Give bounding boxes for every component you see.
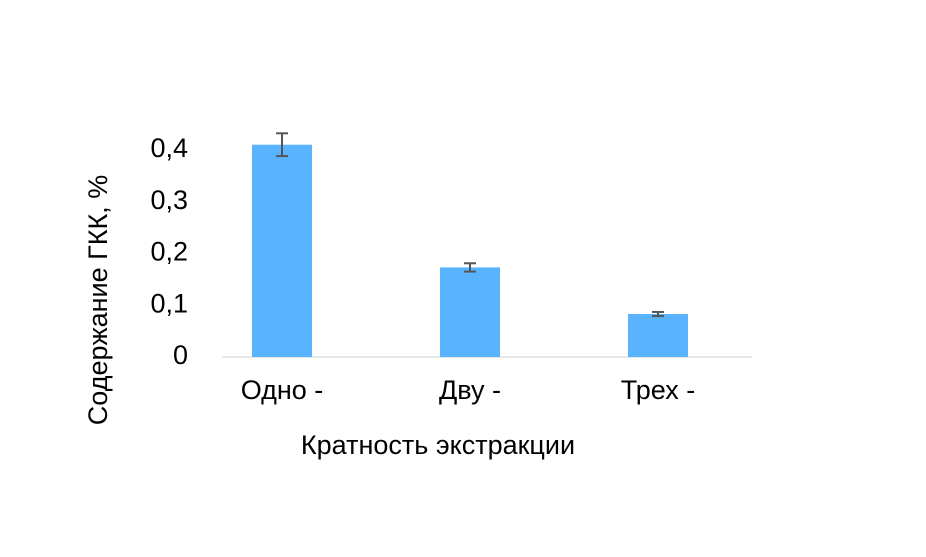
bar xyxy=(440,267,500,357)
x-axis-label: Кратность экстракции xyxy=(301,430,575,460)
y-tick-label: 0,4 xyxy=(150,133,188,163)
y-tick-label: 0 xyxy=(173,340,188,370)
y-tick-label: 0,2 xyxy=(150,237,188,267)
bar xyxy=(628,314,688,357)
y-tick-label: 0,3 xyxy=(150,185,188,215)
x-tick-label: Трех - xyxy=(621,375,695,405)
y-axis-label: Содержание ГКК, % xyxy=(83,175,113,425)
x-tick-label: Дву - xyxy=(439,375,501,405)
x-tick-label: Одно - xyxy=(241,375,324,405)
bar xyxy=(252,144,312,357)
y-tick-label: 0,1 xyxy=(150,288,188,318)
